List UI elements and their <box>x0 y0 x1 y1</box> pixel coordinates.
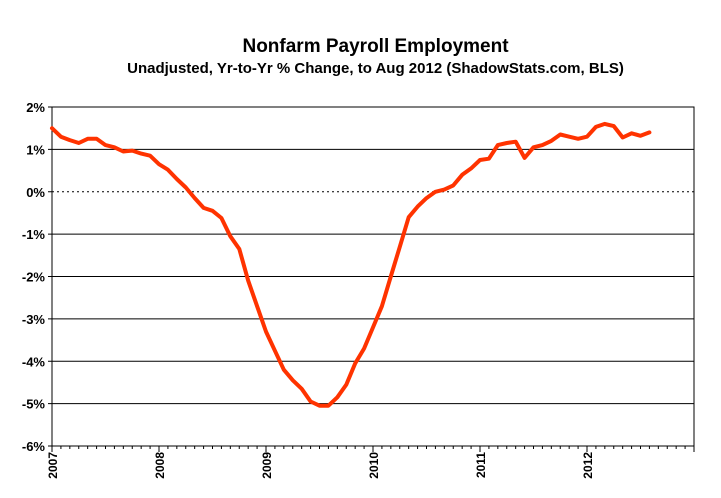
y-tick-label: 1% <box>26 142 45 157</box>
x-tick-label: 2007 <box>46 452 60 479</box>
x-tick-label: 2012 <box>581 452 595 479</box>
y-tick-label: -2% <box>22 270 46 285</box>
y-tick-label: -3% <box>22 312 46 327</box>
y-tick-label: -4% <box>22 354 46 369</box>
chart-subtitle: Unadjusted, Yr-to-Yr % Change, to Aug 20… <box>127 60 624 77</box>
y-tick-label: -5% <box>22 397 46 412</box>
y-tick-label: -1% <box>22 227 46 242</box>
chart-title: Nonfarm Payroll Employment <box>242 36 509 57</box>
x-tick-label: 2011 <box>474 452 488 478</box>
y-tick-label: 2% <box>26 100 45 115</box>
x-tick-label: 2009 <box>260 452 274 479</box>
y-tick-label: 0% <box>26 185 45 200</box>
x-tick-label: 2010 <box>367 452 381 479</box>
series-line <box>50 121 652 408</box>
y-tick-label: -6% <box>22 439 46 454</box>
x-tick-label: 2008 <box>153 452 167 479</box>
